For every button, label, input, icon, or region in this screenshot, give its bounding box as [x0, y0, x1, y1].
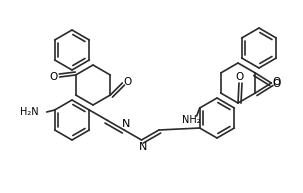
- Text: N: N: [139, 142, 148, 152]
- Text: O: O: [236, 72, 244, 82]
- Text: O: O: [272, 77, 281, 87]
- Text: NH₂: NH₂: [182, 115, 201, 125]
- Text: O: O: [50, 72, 58, 82]
- Text: O: O: [272, 79, 281, 89]
- Text: O: O: [123, 77, 132, 87]
- Text: N: N: [122, 119, 130, 129]
- Text: H₂N: H₂N: [20, 107, 39, 117]
